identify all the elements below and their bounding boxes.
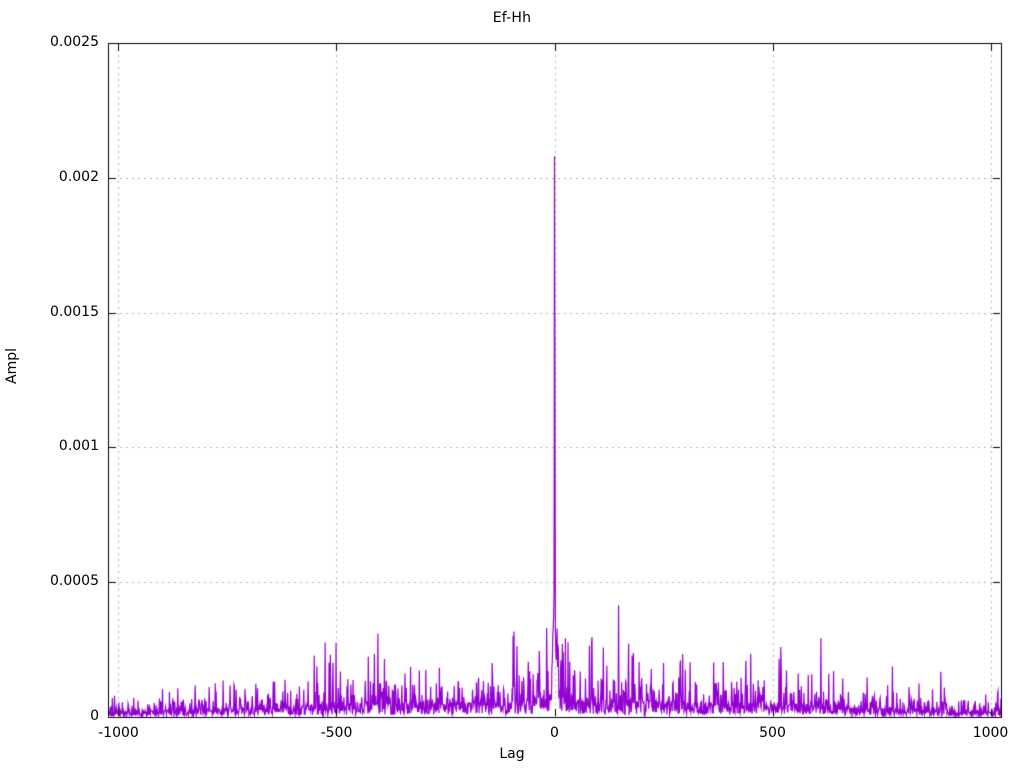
y-tick-label: 0.001 xyxy=(58,438,99,455)
x-tick-label: 0 xyxy=(550,725,559,741)
x-tick-label: 500 xyxy=(759,725,786,741)
y-tick-label: 0 xyxy=(90,708,99,724)
y-tick-label: 0.0025 xyxy=(50,34,99,50)
x-tick-label: 1000 xyxy=(972,725,1009,741)
x-tick-label: -500 xyxy=(320,725,353,741)
y-tick-label: 0.0005 xyxy=(50,573,99,590)
y-tick-label: 0.0015 xyxy=(50,303,99,320)
y-tick-label: 0.002 xyxy=(58,168,99,185)
x-tick-label: -1000 xyxy=(98,725,139,741)
